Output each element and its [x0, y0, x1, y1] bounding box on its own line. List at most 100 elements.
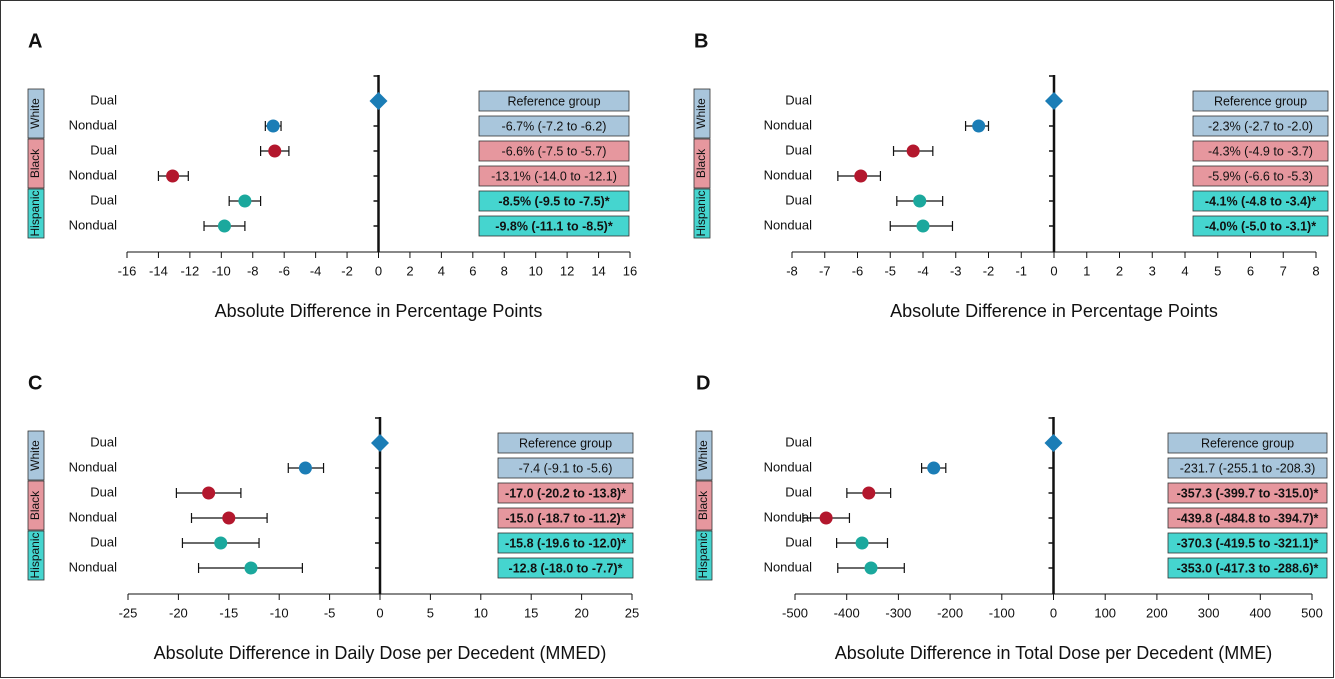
x-tick-label: 300: [1198, 605, 1220, 620]
point: [244, 561, 258, 575]
value-label: -15.0 (-18.7 to -11.2)*: [505, 511, 625, 525]
label-box: [1192, 140, 1329, 162]
point: [927, 461, 941, 475]
x-tick-label: -10: [212, 263, 231, 278]
row-label: Dual: [90, 192, 117, 207]
group-label: Hispanic: [696, 532, 710, 578]
group-label: Hispanic: [28, 190, 42, 236]
x-tick-label: 5: [427, 605, 434, 620]
x-tick-label: -7: [819, 263, 831, 278]
x-tick-label: -10: [270, 605, 289, 620]
label-box: [497, 482, 634, 504]
label-box: [478, 215, 630, 237]
row-label: Dual: [785, 484, 812, 499]
value-label: -15.8 (-19.6 to -12.0)*: [505, 536, 626, 550]
x-tick-label: 2: [1116, 263, 1123, 278]
reference-marker: [371, 434, 389, 452]
x-tick-label: 4: [438, 263, 445, 278]
label-box: [1167, 507, 1328, 529]
panel-letter: A: [28, 30, 42, 52]
row-label: Nondual: [69, 167, 118, 182]
group-label: Black: [694, 148, 708, 178]
row-label: Nondual: [69, 117, 118, 132]
x-tick-label: 25: [625, 605, 639, 620]
x-tick-label: 200: [1146, 605, 1168, 620]
x-tick-label: 12: [560, 263, 574, 278]
panel-letter: C: [28, 372, 42, 394]
x-axis-label: Absolute Difference in Percentage Points: [890, 301, 1218, 321]
group-box: [695, 530, 713, 581]
group-label: White: [28, 440, 42, 471]
x-tick-label: -3: [950, 263, 962, 278]
label-box: [478, 90, 630, 112]
value-label: -6.7% (-7.2 to -6.2): [502, 119, 607, 133]
x-tick-label: 100: [1094, 605, 1116, 620]
label-box: [478, 190, 630, 212]
row-label: Dual: [785, 534, 812, 549]
label-box: [497, 532, 634, 554]
x-tick-label: 16: [623, 263, 637, 278]
x-tick-label: 400: [1249, 605, 1271, 620]
x-tick-label: -1: [1015, 263, 1027, 278]
point: [298, 461, 312, 475]
row-label: Dual: [785, 92, 812, 107]
group-box: [695, 430, 713, 481]
group-label: Hispanic: [28, 532, 42, 578]
row-label: Nondual: [764, 217, 813, 232]
x-tick-label: -5: [884, 263, 896, 278]
label-box: [1167, 482, 1328, 504]
value-label: -4.0% (-5.0 to -3.1)*: [1205, 219, 1316, 233]
row-label: Nondual: [69, 509, 118, 524]
value-label: -231.7 (-255.1 to -208.3): [1180, 461, 1316, 475]
reference-label: Reference group: [519, 436, 612, 450]
group-label: White: [28, 98, 42, 129]
x-tick-label: 10: [528, 263, 542, 278]
row-label: Nondual: [69, 217, 118, 232]
x-tick-label: 5: [1214, 263, 1221, 278]
x-tick-label: -5: [324, 605, 336, 620]
x-tick-label: 0: [375, 263, 382, 278]
row-label: Dual: [90, 92, 117, 107]
label-box: [497, 457, 634, 479]
point: [214, 536, 228, 550]
group-box: [693, 138, 711, 189]
value-label: -5.9% (-6.6 to -5.3): [1208, 169, 1313, 183]
group-label: White: [694, 98, 708, 129]
value-label: -353.0 (-417.3 to -288.6)*: [1177, 561, 1319, 575]
x-axis-label: Absolute Difference in Percentage Points: [215, 301, 543, 321]
x-tick-label: -4: [310, 263, 322, 278]
group-box: [695, 480, 713, 531]
row-label: Nondual: [764, 167, 813, 182]
group-box: [27, 480, 45, 531]
point: [906, 144, 920, 158]
point: [268, 144, 282, 158]
x-tick-label: 500: [1301, 605, 1323, 620]
group-label: Black: [28, 148, 42, 178]
value-label: -357.3 (-399.7 to -315.0)*: [1177, 486, 1319, 500]
label-box: [478, 165, 630, 187]
x-tick-label: 0: [1050, 605, 1057, 620]
x-tick-label: -15: [219, 605, 238, 620]
value-label: -13.1% (-14.0 to -12.1): [491, 169, 617, 183]
row-label: Nondual: [764, 459, 813, 474]
point: [854, 169, 868, 183]
x-tick-label: -2: [983, 263, 995, 278]
row-label: Dual: [90, 434, 117, 449]
group-label: White: [696, 440, 710, 471]
label-box: [1167, 432, 1328, 454]
label-box: [1192, 90, 1329, 112]
x-tick-label: 6: [1247, 263, 1254, 278]
label-box: [497, 557, 634, 579]
label-box: [1167, 532, 1328, 554]
label-box: [1167, 557, 1328, 579]
x-tick-label: 0: [1050, 263, 1057, 278]
label-box: [1192, 165, 1329, 187]
x-tick-label: 1: [1083, 263, 1090, 278]
row-label: Nondual: [764, 509, 813, 524]
x-tick-label: -8: [247, 263, 259, 278]
group-box: [693, 88, 711, 139]
x-tick-label: 7: [1280, 263, 1287, 278]
value-label: -439.8 (-484.8 to -394.7)*: [1177, 511, 1319, 525]
